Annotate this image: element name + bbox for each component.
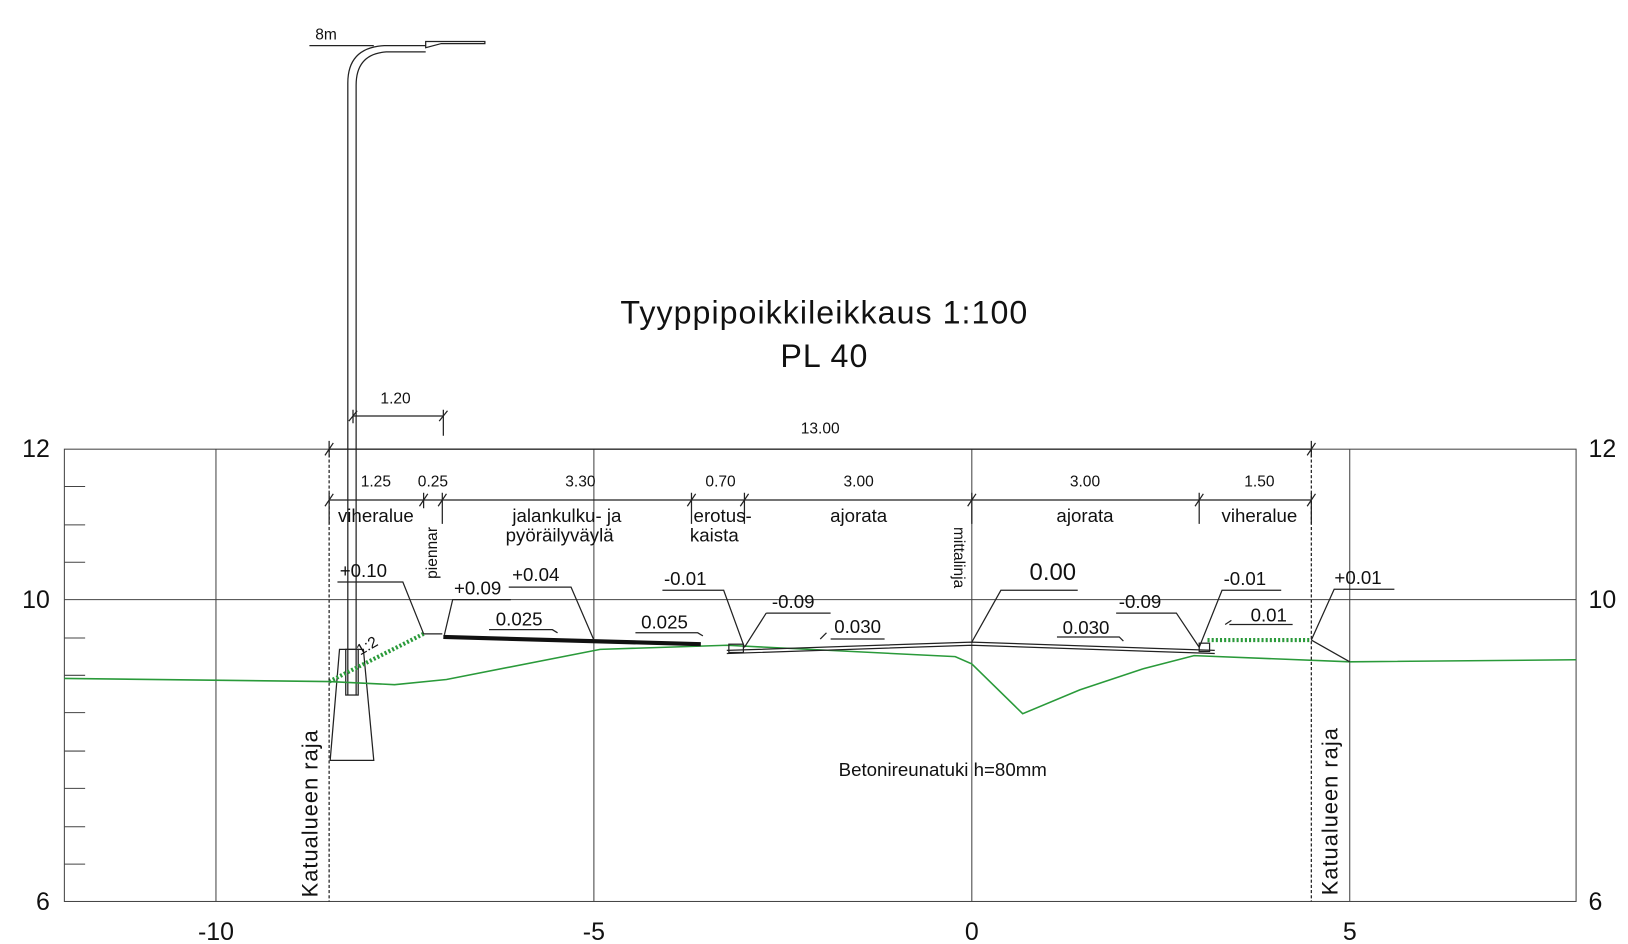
slope: 0.025 <box>641 612 688 633</box>
frame <box>63 448 1577 902</box>
zone: ajorata <box>830 505 888 526</box>
x-tick-label: -10 <box>198 918 234 944</box>
x-tick-label: 5 <box>1343 918 1357 944</box>
dimension: 13.00 <box>801 421 840 438</box>
zone: ajorata <box>1056 505 1114 526</box>
y-tick-label: 6 <box>1589 888 1603 916</box>
y-tick-label: 10 <box>22 586 50 614</box>
subtitle: PL 40 <box>780 338 868 374</box>
zone: pyöräilyväylä <box>506 525 615 546</box>
x-tick-label: 0 <box>965 918 979 944</box>
surfaces <box>64 449 1577 902</box>
x-tick-label: -5 <box>583 918 605 944</box>
elevation: +0.10 <box>340 560 387 581</box>
zone: kaista <box>690 525 739 546</box>
dimension: 3.30 <box>565 474 596 491</box>
dimension: 0.25 <box>418 474 448 491</box>
dimension: 1.20 <box>380 391 411 408</box>
elevation: -0.09 <box>772 591 815 612</box>
zone: piennar <box>424 527 441 579</box>
dimension: 0.70 <box>705 474 736 491</box>
elevation: -0.01 <box>1224 568 1267 589</box>
zone: mittalinja <box>950 527 967 589</box>
lamp-label: 8m <box>315 26 337 43</box>
zone: jalankulku- ja <box>511 505 622 526</box>
dimension: 3.00 <box>844 474 875 491</box>
zone: viheralue <box>1222 505 1298 526</box>
elevation: -0.01 <box>664 568 707 589</box>
slope: 0.025 <box>496 609 543 630</box>
dimension: 1.50 <box>1244 474 1275 491</box>
dimension: 3.00 <box>1070 474 1101 491</box>
title: Tyyppipoikkileikkaus 1:100 <box>620 295 1028 331</box>
y-tick-label: 12 <box>22 435 50 463</box>
leaders <box>337 581 1395 649</box>
zone: erotus- <box>694 505 752 526</box>
slope: 0.030 <box>834 616 881 637</box>
zone: viheralue <box>338 505 414 526</box>
elevation: 0.00 <box>1030 559 1076 586</box>
elevation: +0.04 <box>512 564 559 585</box>
lamp <box>309 40 486 762</box>
boundary: Katualueen raja <box>298 729 323 897</box>
dimension: 1.25 <box>361 474 391 491</box>
slope: 0.01 <box>1251 604 1287 625</box>
y-tick-label: 6 <box>36 888 50 916</box>
elevation: +0.01 <box>1334 567 1381 588</box>
y-tick-label: 10 <box>1589 586 1617 614</box>
elevation: -0.09 <box>1119 591 1162 612</box>
elevation: +0.09 <box>454 577 501 598</box>
note: Betonireunatuki h=80mm <box>839 759 1047 780</box>
boundary: Katualueen raja <box>1317 727 1342 895</box>
slope: 0.030 <box>1063 617 1110 638</box>
y-tick-label: 12 <box>1589 435 1617 463</box>
